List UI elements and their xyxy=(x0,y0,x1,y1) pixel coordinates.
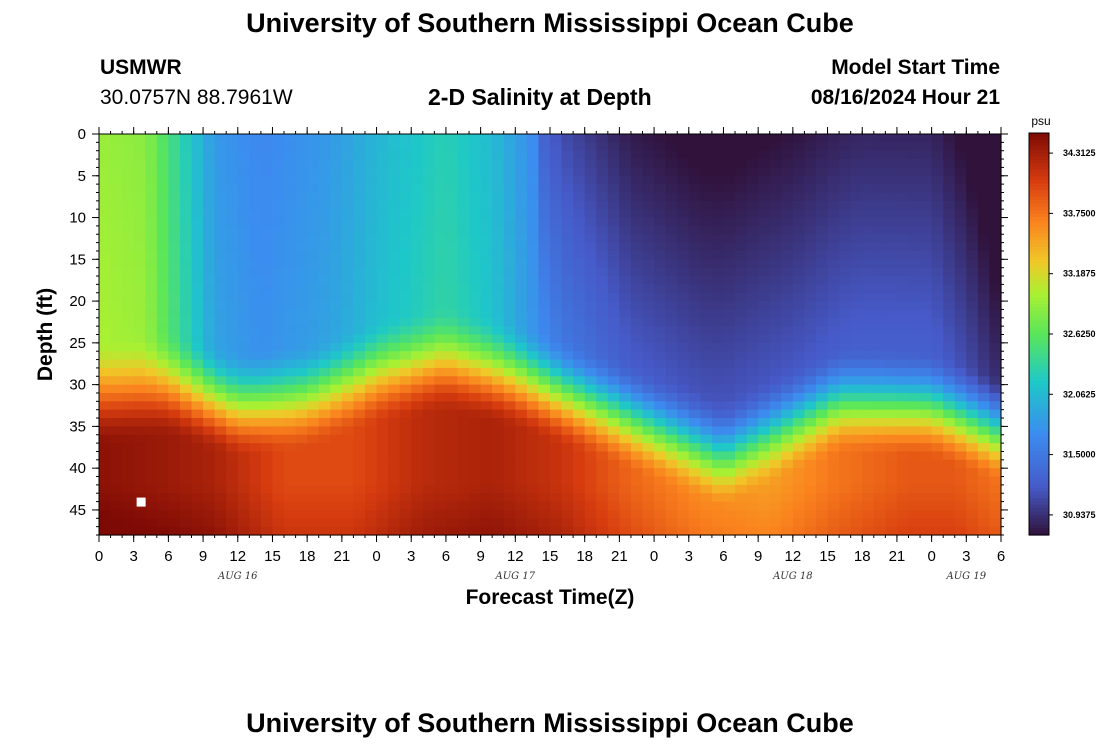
y-tick-label: 35 xyxy=(69,418,86,435)
x-tick-label: 18 xyxy=(299,548,316,565)
colorbar-unit: psu xyxy=(1031,114,1050,128)
y-tick-label: 30 xyxy=(69,377,86,394)
x-tick-label: 12 xyxy=(785,548,802,565)
x-tick-label: 3 xyxy=(130,548,138,565)
x-axis-label: Forecast Time(Z) xyxy=(466,586,635,609)
x-tick-label: 3 xyxy=(962,548,970,565)
colorbar: psu 34.3125 33.7500 33.1875 32.6250 32.0625 31… xyxy=(1028,114,1096,536)
y-tick-label: 5 xyxy=(78,168,86,185)
model-start-time: 08/16/2024 Hour 21 xyxy=(810,86,1000,109)
axes: 0 3 6 9 12 15 18 21 0 3 6 9 12 15 18 21 0 3 6 9 12 15 18 21 0 3 6A… xyxy=(34,126,1008,609)
colorbar-label: 32.0625 xyxy=(1063,389,1096,399)
y-axis-label: Depth (ft) xyxy=(34,288,57,381)
y-tick-label: 20 xyxy=(69,293,86,310)
x-tick-label: 0 xyxy=(650,548,658,565)
x-tick-label: 6 xyxy=(164,548,172,565)
colorbar-label: 33.1875 xyxy=(1063,269,1096,279)
x-tick-label: 6 xyxy=(442,548,450,565)
x-tick-label: 9 xyxy=(476,548,484,565)
colorbar-label: 33.7500 xyxy=(1063,208,1096,218)
x-tick-label: 12 xyxy=(507,548,524,565)
x-tick-label: 6 xyxy=(997,548,1005,565)
x-tick-label: 15 xyxy=(264,548,281,565)
page-title: University of Southern Mississippi Ocean… xyxy=(246,8,854,38)
x-tick-label: 9 xyxy=(199,548,207,565)
date-label: AUG 19 xyxy=(946,571,987,582)
x-tick-label: 21 xyxy=(889,548,906,565)
station-name: USMWR xyxy=(100,56,182,79)
station-marker xyxy=(136,497,146,507)
salinity-heatmap xyxy=(99,134,1002,536)
colorbar-label: 32.6250 xyxy=(1063,329,1096,339)
footer-title: University of Southern Mississippi Ocean… xyxy=(246,708,854,738)
x-tick-label: 12 xyxy=(229,548,246,565)
x-tick-label: 0 xyxy=(927,548,935,565)
x-tick-label: 0 xyxy=(372,548,380,565)
x-tick-label: 3 xyxy=(407,548,415,565)
y-tick-label: 40 xyxy=(69,460,86,477)
date-label: AUG 17 xyxy=(495,571,536,582)
x-tick-label: 21 xyxy=(611,548,628,565)
x-tick-label: 0 xyxy=(95,548,103,565)
x-tick-label: 18 xyxy=(576,548,593,565)
colorbar-label: 30.9375 xyxy=(1063,510,1096,520)
colorbar-label: 34.3125 xyxy=(1063,148,1096,158)
station-coords: 30.0757N 88.7961W xyxy=(100,86,293,109)
colorbar-label: 31.5000 xyxy=(1063,450,1096,460)
y-tick-label: 10 xyxy=(69,210,86,227)
y-tick-label: 45 xyxy=(69,502,86,519)
date-label: AUG 16 xyxy=(217,571,258,582)
date-label: AUG 18 xyxy=(772,571,813,582)
y-tick-label: 25 xyxy=(69,335,86,352)
x-tick-label: 21 xyxy=(334,548,351,565)
y-tick-label: 15 xyxy=(69,251,86,268)
x-tick-label: 6 xyxy=(719,548,727,565)
x-tick-label: 3 xyxy=(685,548,693,565)
x-tick-label: 15 xyxy=(542,548,559,565)
model-start-label: Model Start Time xyxy=(831,56,1000,79)
y-tick-label: 0 xyxy=(78,126,86,143)
plot-title: 2-D Salinity at Depth xyxy=(428,84,652,110)
x-tick-label: 15 xyxy=(819,548,836,565)
x-tick-label: 9 xyxy=(754,548,762,565)
x-tick-label: 18 xyxy=(854,548,871,565)
